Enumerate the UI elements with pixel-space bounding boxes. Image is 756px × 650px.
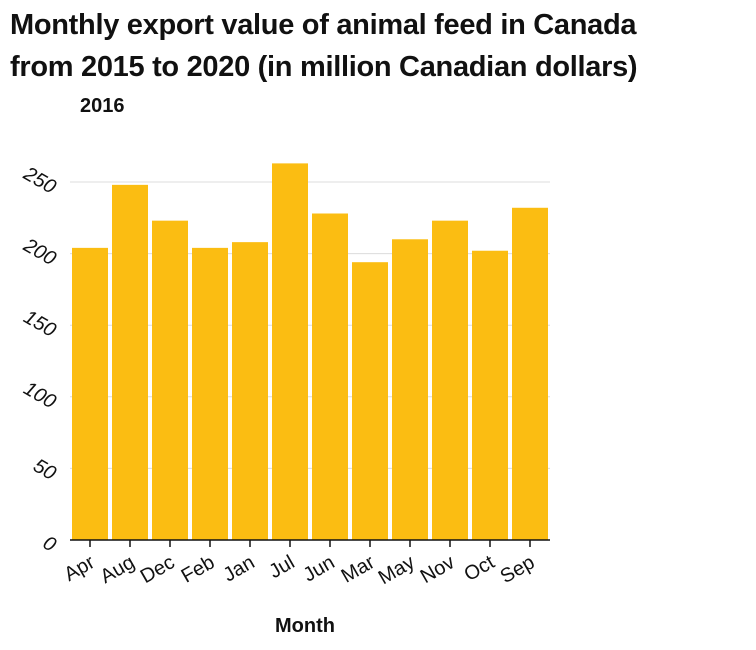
x-tick-label: Jun [300, 551, 339, 586]
bar [112, 184, 148, 540]
bar [152, 220, 188, 540]
chart-title: Monthly export value of animal feed in C… [10, 4, 756, 88]
x-axis-title: Month [275, 615, 335, 637]
x-tick-label: Apr [61, 551, 99, 586]
x-tick-label: May [375, 551, 419, 589]
y-tick-label: 0 [39, 532, 60, 557]
x-tick-label: Mar [338, 551, 379, 587]
x-tick-label: Jul [265, 551, 298, 583]
bar [512, 207, 548, 540]
chart-subtitle: 2016 [80, 95, 125, 117]
y-tick-label: 150 [20, 306, 60, 342]
bar [432, 220, 468, 540]
x-tick-label: Feb [178, 551, 219, 587]
bar [232, 242, 268, 541]
y-tick-label: 250 [19, 162, 60, 198]
x-tick-label: Aug [97, 551, 139, 588]
bar [192, 247, 228, 540]
y-tick-label: 50 [29, 455, 59, 485]
bar [392, 239, 428, 540]
x-tick-label: Dec [137, 551, 179, 588]
chart-title-line-2: from 2015 to 2020 (in million Canadian d… [10, 51, 638, 83]
chart-title-line-1: Monthly export value of animal feed in C… [10, 9, 637, 41]
bar [312, 213, 348, 540]
x-tick-label: Nov [417, 551, 459, 588]
x-tick-label: Sep [497, 551, 539, 588]
bar [272, 163, 308, 540]
x-tick-label: Jan [220, 551, 259, 586]
y-tick-label: 100 [20, 378, 60, 414]
bar [72, 247, 108, 540]
x-tick-label: Oct [461, 551, 499, 586]
y-tick-label: 200 [19, 234, 60, 270]
bar [352, 262, 388, 540]
bar [472, 250, 508, 540]
